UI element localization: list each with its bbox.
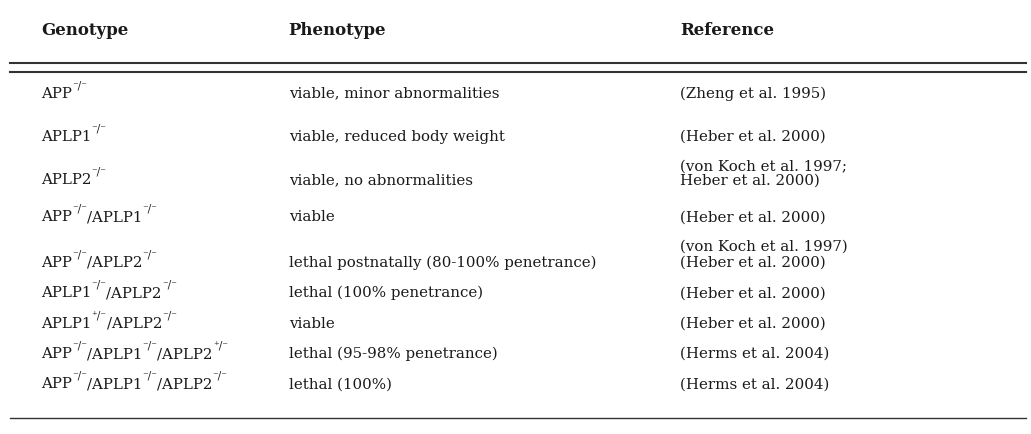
Text: APP: APP [41, 378, 72, 391]
Text: (Zheng et al. 1995): (Zheng et al. 1995) [680, 86, 827, 101]
Text: lethal (100% penetrance): lethal (100% penetrance) [289, 286, 483, 300]
Text: /APLP1: /APLP1 [87, 347, 142, 361]
Text: ⁻/⁻: ⁻/⁻ [162, 310, 177, 320]
Text: viable, reduced body weight: viable, reduced body weight [289, 130, 504, 144]
Text: Phenotype: Phenotype [289, 22, 387, 39]
Text: APLP1: APLP1 [41, 130, 92, 144]
Text: ⁻/⁻: ⁻/⁻ [212, 371, 228, 381]
Text: ⁻/⁻: ⁻/⁻ [72, 341, 87, 351]
Text: /APLP2: /APLP2 [158, 347, 212, 361]
Text: ⁻/⁻: ⁻/⁻ [72, 250, 87, 260]
Text: viable, minor abnormalities: viable, minor abnormalities [289, 87, 499, 101]
Text: (Herms et al. 2004): (Herms et al. 2004) [680, 378, 830, 391]
Text: /APLP2: /APLP2 [106, 286, 162, 300]
Text: viable: viable [289, 317, 334, 331]
Text: ⁻/⁻: ⁻/⁻ [162, 280, 177, 290]
Text: /APLP2: /APLP2 [106, 317, 162, 331]
Text: ⁻/⁻: ⁻/⁻ [142, 341, 158, 351]
Text: ⁺/⁻: ⁺/⁻ [212, 341, 228, 351]
Text: /APLP2: /APLP2 [87, 256, 142, 270]
Text: (Heber et al. 2000): (Heber et al. 2000) [680, 256, 826, 270]
Text: (Heber et al. 2000): (Heber et al. 2000) [680, 130, 826, 144]
Text: ⁻/⁻: ⁻/⁻ [92, 124, 106, 134]
Text: (von Koch et al. 1997): (von Koch et al. 1997) [680, 240, 849, 254]
Text: APLP1: APLP1 [41, 317, 92, 331]
Text: APLP1: APLP1 [41, 286, 92, 300]
Text: (Heber et al. 2000): (Heber et al. 2000) [680, 286, 826, 300]
Text: APLP2: APLP2 [41, 174, 92, 187]
Text: (Heber et al. 2000): (Heber et al. 2000) [680, 210, 826, 224]
Text: lethal (100%): lethal (100%) [289, 378, 392, 391]
Text: ⁻/⁻: ⁻/⁻ [142, 371, 158, 381]
Text: viable: viable [289, 210, 334, 224]
Text: APP: APP [41, 210, 72, 224]
Text: APP: APP [41, 256, 72, 270]
Text: Genotype: Genotype [41, 22, 129, 39]
Text: ⁻/⁻: ⁻/⁻ [92, 167, 106, 177]
Text: (von Koch et al. 1997;: (von Koch et al. 1997; [680, 160, 847, 174]
Text: ⁻/⁻: ⁻/⁻ [72, 204, 87, 214]
Text: /APLP2: /APLP2 [158, 378, 212, 391]
Text: APP: APP [41, 347, 72, 361]
Text: ⁻/⁻: ⁻/⁻ [142, 250, 158, 260]
Text: lethal (95-98% penetrance): lethal (95-98% penetrance) [289, 347, 497, 361]
Text: APP: APP [41, 87, 72, 101]
Text: Heber et al. 2000): Heber et al. 2000) [680, 174, 821, 187]
Text: viable, no abnormalities: viable, no abnormalities [289, 174, 472, 187]
Text: Reference: Reference [680, 22, 774, 39]
Text: /APLP1: /APLP1 [87, 210, 142, 224]
Text: lethal postnatally (80-100% penetrance): lethal postnatally (80-100% penetrance) [289, 256, 596, 270]
Text: ⁻/⁻: ⁻/⁻ [72, 371, 87, 381]
Text: ⁻/⁻: ⁻/⁻ [142, 204, 158, 214]
Text: ⁻/⁻: ⁻/⁻ [72, 80, 87, 90]
Text: (Heber et al. 2000): (Heber et al. 2000) [680, 317, 826, 331]
Text: ⁻/⁻: ⁻/⁻ [92, 280, 106, 290]
Text: ⁺/⁻: ⁺/⁻ [92, 310, 106, 320]
Text: /APLP1: /APLP1 [87, 378, 142, 391]
Text: (Herms et al. 2004): (Herms et al. 2004) [680, 347, 830, 361]
